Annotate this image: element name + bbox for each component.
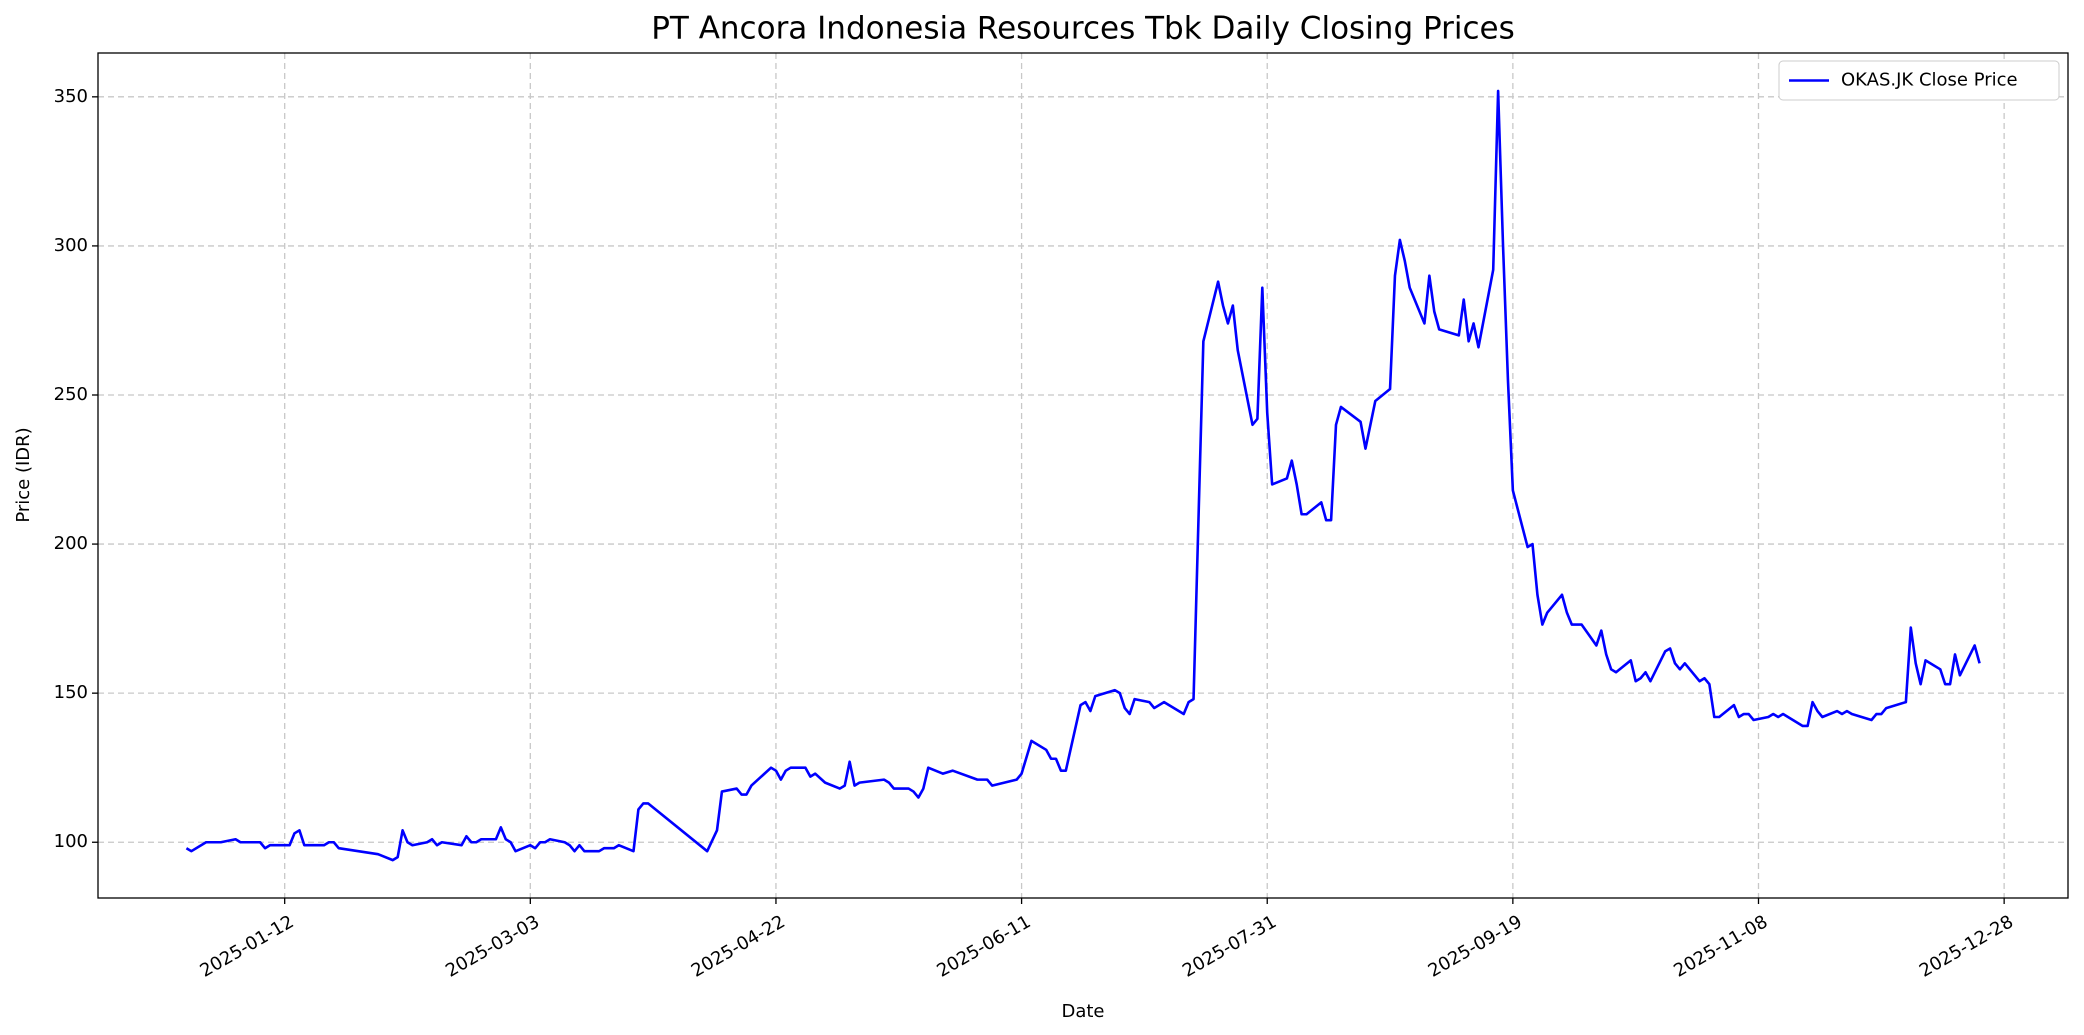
plot-frame [97, 52, 2069, 899]
chart-title: PT Ancora Indonesia Resources Tbk Daily … [651, 11, 1515, 47]
y-tick-label: 100 [54, 831, 88, 852]
legend-box [1778, 60, 2060, 101]
y-tick-label: 150 [54, 682, 88, 703]
y-axis-label: Price (IDR) [13, 427, 34, 522]
y-tick-label: 200 [54, 533, 88, 554]
legend-label: OKAS.JK Close Price [1841, 70, 2018, 91]
price-line [185, 89, 1981, 862]
y-tick-label: 300 [54, 235, 88, 256]
x-axis-label: Date [1061, 1001, 1104, 1022]
y-tick-label: 250 [54, 384, 88, 405]
y-tick-label: 350 [54, 86, 88, 107]
